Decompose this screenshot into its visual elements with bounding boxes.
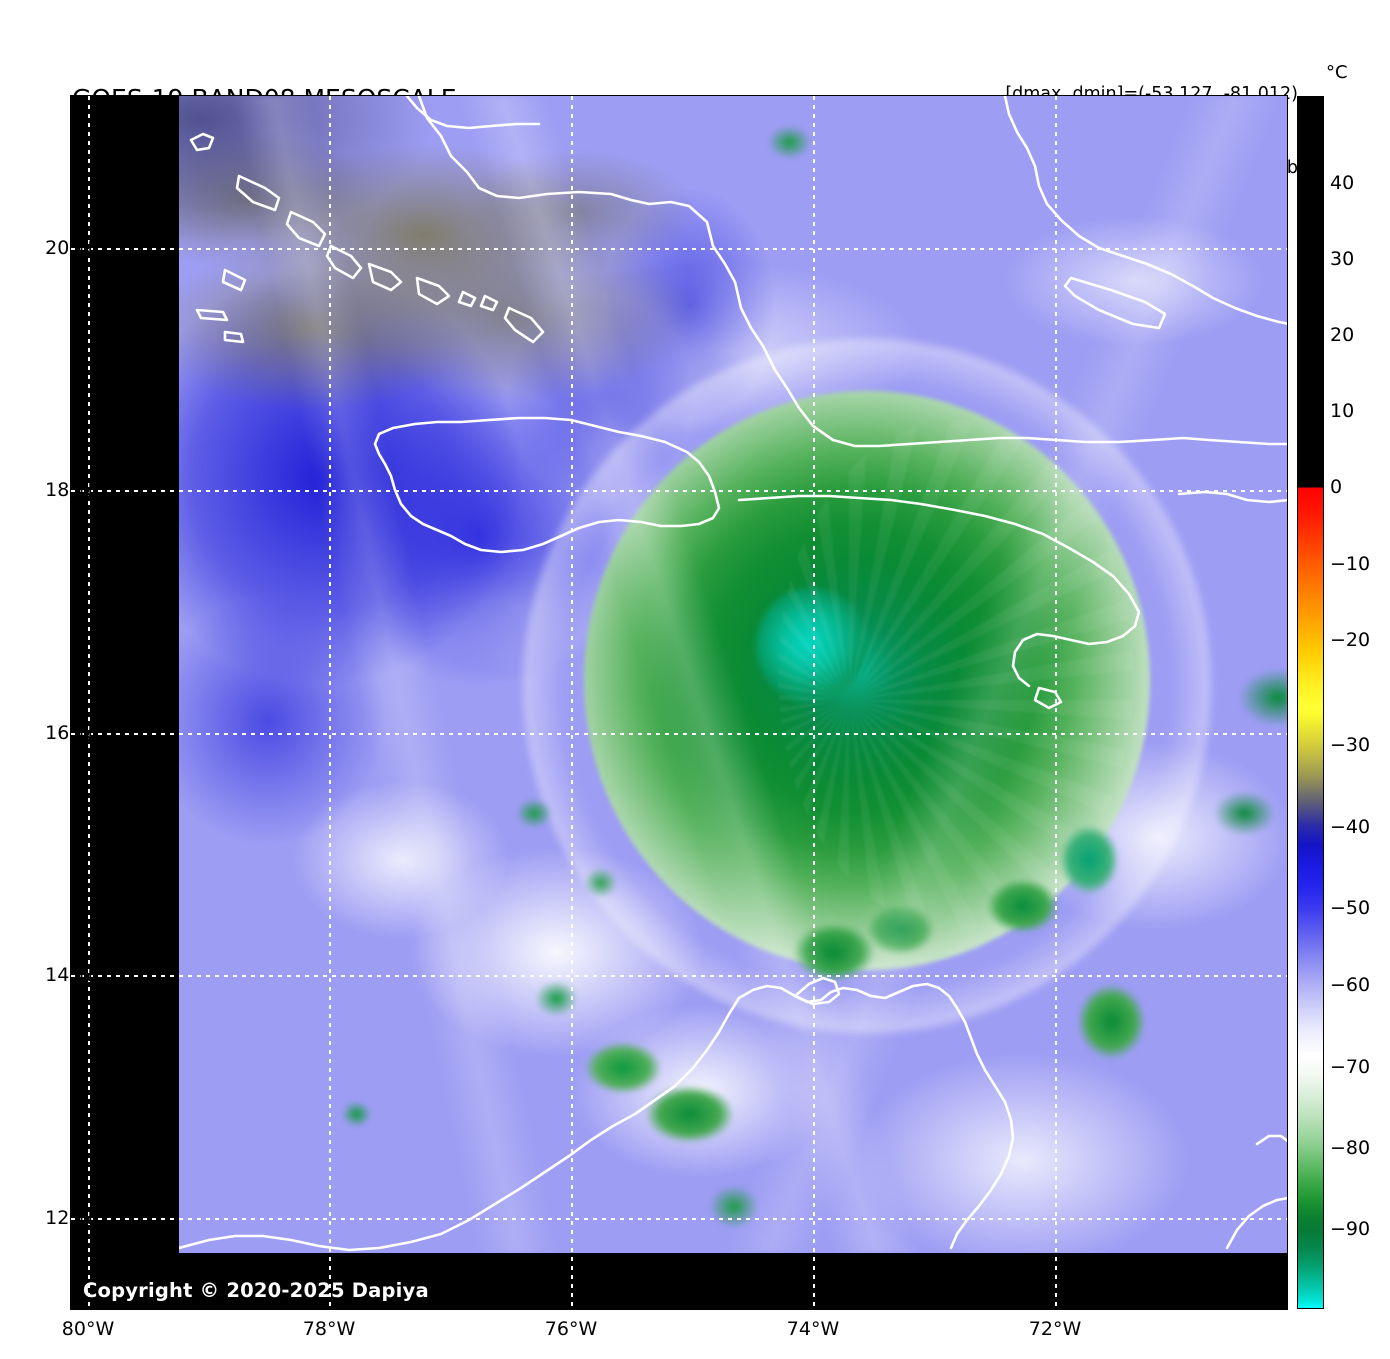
x-tick-76w: 76°W [544,1318,598,1340]
y-tick-14n: 14°N [45,964,93,986]
cbar-tick-m20: −20 [1330,629,1371,651]
satellite-raster [179,96,1287,1253]
coastline-hispaniola-south [737,494,1141,688]
coastline-dominican-south [1177,490,1287,504]
x-tick-72w: 72°W [1028,1318,1082,1340]
cbar-tick-m40: −40 [1330,816,1371,838]
cbar-tick-10: 10 [1330,400,1355,422]
colorbar[interactable] [1297,96,1324,1309]
cay-3 [285,210,327,248]
map-plot-area[interactable]: Copyright © 2020-2025 Dapiya [70,95,1288,1310]
cirrus-streaks-layer [179,96,1287,1253]
cay-10 [221,268,247,292]
cbar-tick-m90: −90 [1330,1218,1371,1240]
coastline-guajira [737,982,1015,1250]
coastline-jamaica [373,416,721,554]
coastline-grand-cayman [223,330,245,344]
coastline-lake-maracaibo [793,976,841,1006]
cay-7 [457,290,477,308]
cbar-tick-m50: −50 [1330,897,1371,919]
colorbar-units-label: °C [1326,62,1348,83]
coastline-ile-de-la-gonave [1063,276,1167,330]
coastline-venezuela [1225,1197,1287,1250]
x-tick-80w: 80°W [61,1318,115,1340]
cbar-tick-20: 20 [1330,324,1355,346]
cay-2 [235,174,281,212]
y-tick-20n: 20°N [45,237,93,259]
y-tick-12n: 12°N [45,1207,93,1229]
cbar-tick-m10: −10 [1330,553,1371,575]
cbar-tick-m80: −80 [1330,1137,1371,1159]
cay-8 [479,294,499,312]
cay-9 [503,306,545,344]
coastline-cuba [417,96,1287,448]
y-tick-16n: 16°N [45,722,93,744]
coastline-venezuela-east [1255,1134,1287,1146]
coastline-overlay [179,96,1287,1252]
cbar-tick-40: 40 [1330,172,1355,194]
cbar-tick-0: 0 [1330,476,1343,498]
cbar-tick-m60: −60 [1330,974,1371,996]
coastline-cuba-north [405,96,541,130]
convective-cells-layer [179,96,1287,1253]
cbar-tick-30: 30 [1330,248,1355,270]
coastline-south-america [179,996,741,1252]
cay-1 [189,132,215,152]
x-tick-74w: 74°W [786,1318,840,1340]
cay-5 [367,262,403,292]
coastline-cayman-brac [195,308,229,322]
coastline-hispaniola-north [1003,96,1287,325]
copyright-label: Copyright © 2020-2025 Dapiya [83,1279,429,1302]
x-tick-78w: 78°W [302,1318,356,1340]
cay-6 [415,276,451,306]
gridline-lon-80 [88,96,90,1309]
cbar-tick-m30: −30 [1330,734,1371,756]
y-tick-18n: 18°N [45,479,93,501]
cay-4 [325,244,363,280]
coastline-haiti-tip [1033,686,1063,710]
cbar-tick-m70: −70 [1330,1056,1371,1078]
